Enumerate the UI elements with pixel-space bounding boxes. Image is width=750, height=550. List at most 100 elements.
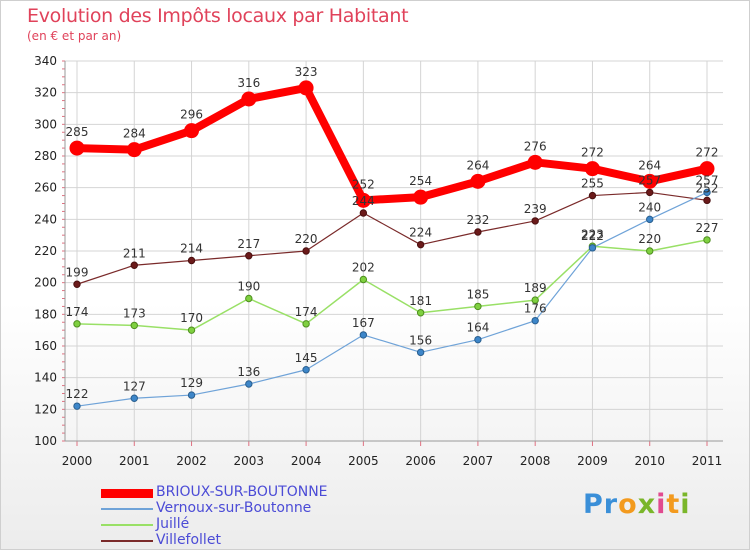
x-tick-label: 2011 [692,454,723,468]
data-label: 272 [581,146,604,160]
series-line-2 [76,239,708,331]
legend-label: BRIOUX-SUR-BOUTONNE [156,484,328,500]
data-label: 164 [466,321,489,335]
data-point [73,402,81,410]
chart-title: Evolution des Impôts locaux par Habitant [27,5,409,27]
data-point [531,217,539,225]
x-tick-label: 2003 [234,454,265,468]
data-label: 199 [66,265,89,279]
data-label: 174 [66,305,89,319]
data-point [73,320,81,328]
data-label: 244 [352,194,375,208]
data-label: 122 [66,387,89,401]
x-tick-label: 2005 [348,454,379,468]
data-label: 285 [66,125,89,139]
data-label: 316 [237,76,260,90]
data-label: 284 [123,127,146,141]
series-line-1 [76,191,708,407]
y-tick-label: 140 [34,371,57,385]
data-point [245,294,253,303]
legend-swatch [101,540,153,542]
data-label: 224 [409,226,432,240]
x-tick-label: 2010 [634,454,665,468]
data-point [474,302,482,311]
data-label: 190 [237,280,260,294]
data-point [184,123,200,139]
data-point [298,80,314,96]
data-point [416,309,425,317]
data-label: 174 [295,305,318,319]
x-tick-label: 2004 [291,454,322,468]
data-point [703,188,711,197]
data-label: 129 [180,376,203,390]
data-point [130,321,138,330]
data-point [126,142,142,158]
data-point [359,331,368,339]
y-tick-label: 160 [34,339,57,353]
data-label: 276 [524,139,547,153]
data-point [584,161,600,177]
data-label: 240 [638,200,661,214]
data-label: 239 [524,202,547,216]
data-label: 173 [123,306,146,320]
data-point [245,380,253,388]
data-point [245,252,253,260]
data-label: 181 [409,294,432,308]
data-label: 136 [237,365,260,379]
data-point [646,188,654,197]
data-label: 227 [696,221,719,235]
y-tick-label: 100 [34,434,57,448]
y-tick-label: 300 [34,117,57,131]
series-line-3 [76,191,708,285]
x-tick-label: 2001 [119,454,150,468]
data-label: 189 [524,281,547,295]
data-label: 220 [638,232,661,246]
data-label: 220 [295,232,318,246]
x-tick-label: 2008 [520,454,551,468]
data-label: 254 [409,174,432,188]
data-label: 257 [638,173,661,187]
y-tick-label: 280 [34,149,57,163]
data-label: 222 [581,229,604,243]
x-tick-label: 2000 [62,454,93,468]
data-point [474,228,482,236]
data-label: 145 [295,351,318,365]
data-point [241,91,257,107]
data-label: 156 [409,333,432,347]
x-tick-label: 2002 [176,454,207,468]
data-label: 272 [696,146,719,160]
data-point [588,244,597,252]
legend-label: Villefollet [156,532,221,548]
data-label: 176 [524,302,547,316]
data-point [646,247,654,255]
data-point [527,154,543,170]
data-point [187,256,196,265]
data-point [642,173,658,189]
proxiti-logo: Proxiti [583,489,691,520]
data-label: 214 [180,242,203,256]
chart-subtitle: (en € et par an) [27,29,122,43]
data-label: 252 [352,177,375,191]
data-point [474,335,482,344]
data-point [703,196,711,205]
legend-swatch [101,488,153,498]
y-tick-label: 180 [34,307,57,321]
data-point [302,247,310,255]
data-label: 167 [352,316,375,330]
data-point [130,261,138,269]
data-point [416,240,425,249]
x-tick-label: 2006 [405,454,436,468]
data-label: 127 [123,379,146,393]
data-label: 264 [466,158,489,172]
data-point [413,189,429,205]
legend-swatch [101,524,153,526]
data-label: 264 [638,158,661,172]
y-tick-label: 120 [34,402,57,416]
x-tick-label: 2009 [577,454,608,468]
data-label: 323 [295,65,318,79]
data-label: 211 [123,246,146,260]
data-point [355,192,371,208]
data-point [531,296,539,304]
